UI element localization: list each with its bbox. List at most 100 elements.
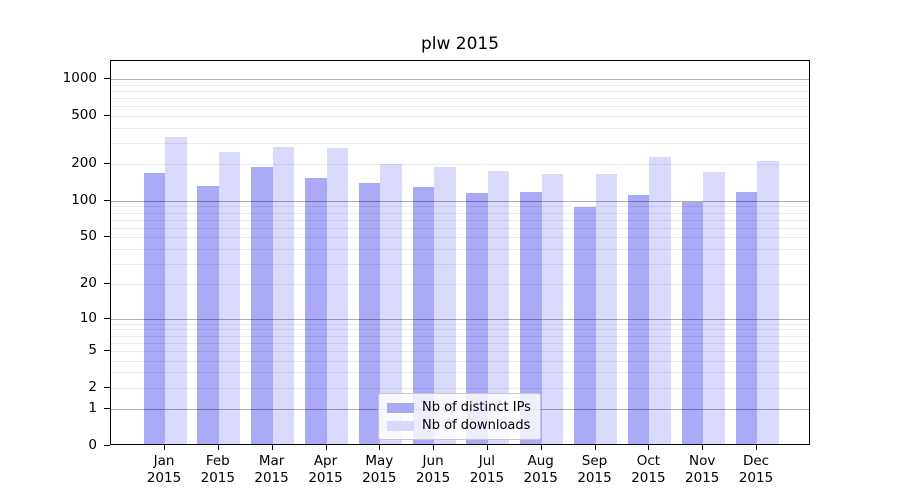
bar-distinct-ips <box>735 191 757 444</box>
gridline-minor <box>111 335 809 337</box>
bar-distinct-ips <box>305 178 327 444</box>
x-axis-tick <box>164 445 165 450</box>
y-axis-tick <box>104 163 110 165</box>
x-axis-tick <box>379 445 381 450</box>
bar-distinct-ips <box>466 192 488 444</box>
y-axis-tick <box>104 283 110 285</box>
y-tick-label: 1 <box>88 400 97 417</box>
bar-downloads <box>434 167 456 444</box>
bar-distinct-ips <box>520 191 542 444</box>
bar-distinct-ips <box>251 167 273 444</box>
bar-downloads <box>380 163 402 444</box>
gridline-minor <box>111 97 809 99</box>
bar-distinct-ips <box>143 172 165 444</box>
y-tick-label: 0 <box>88 437 97 453</box>
x-tick-label: Apr 2015 <box>308 453 343 486</box>
x-axis-tick <box>702 445 704 450</box>
x-tick-label: Feb 2015 <box>200 453 235 486</box>
y-tick-label: 10 <box>79 309 97 326</box>
y-tick-label: 200 <box>71 155 97 172</box>
gridline-minor <box>111 142 809 144</box>
legend-swatch-downloads-icon <box>387 420 414 431</box>
bar-downloads <box>595 174 617 444</box>
gridline-minor <box>111 227 809 229</box>
legend-label-downloads: Nb of downloads <box>422 418 531 433</box>
x-tick-label: Dec 2015 <box>738 453 774 486</box>
gridline-minor <box>111 237 809 239</box>
bar-distinct-ips <box>681 201 704 444</box>
legend-label-distinct-ips: Nb of distinct IPs <box>422 400 531 415</box>
gridline-minor <box>111 263 809 265</box>
bar-downloads <box>487 170 510 444</box>
y-tick-label: 100 <box>71 191 97 208</box>
gridline-major <box>111 79 809 80</box>
y-axis-tick <box>104 114 110 116</box>
gridline-minor <box>111 127 809 129</box>
gridline-minor <box>111 323 809 325</box>
y-axis-tick <box>104 317 110 319</box>
gridline-minor <box>111 372 809 374</box>
y-axis-tick <box>104 386 110 388</box>
x-tick-label: Sep 2015 <box>577 453 612 486</box>
x-axis-tick <box>325 445 327 450</box>
gridline-minor <box>111 248 809 250</box>
gridline-minor <box>111 350 809 352</box>
gridline-major <box>111 318 809 320</box>
gridline-minor <box>111 212 809 214</box>
bar-distinct-ips <box>197 186 219 444</box>
legend-swatch-ips-icon <box>387 402 414 413</box>
bar-downloads <box>757 161 779 444</box>
y-tick-label: 1000 <box>62 70 97 86</box>
bar-distinct-ips <box>574 207 596 444</box>
y-axis-tick <box>104 445 110 446</box>
bar-downloads <box>541 173 564 444</box>
x-tick-label: Jun 2015 <box>415 453 451 486</box>
bar-downloads <box>272 146 295 444</box>
y-axis-tick <box>104 349 110 351</box>
gridline-minor <box>111 90 809 92</box>
gridline-minor <box>111 387 809 389</box>
y-tick-label: 20 <box>79 275 97 292</box>
x-tick-label: Oct 2015 <box>631 453 666 486</box>
y-tick-label: 2 <box>88 378 97 395</box>
x-axis-tick <box>540 445 542 450</box>
gridline-minor <box>111 329 809 331</box>
x-axis-tick <box>756 445 757 450</box>
x-tick-label: Nov 2015 <box>685 453 720 486</box>
legend: Nb of distinct IPs Nb of downloads <box>378 393 541 440</box>
bar-distinct-ips <box>358 183 381 444</box>
x-axis-tick <box>271 445 273 450</box>
bar-distinct-ips <box>412 187 435 444</box>
bar-downloads <box>326 148 348 444</box>
bar-distinct-ips <box>627 195 650 444</box>
gridline-minor <box>111 115 809 117</box>
gridline-minor <box>111 360 809 362</box>
y-tick-label: 50 <box>79 228 97 245</box>
x-tick-label: Jan 2015 <box>146 453 182 486</box>
x-tick-label: Jul 2015 <box>469 453 505 486</box>
y-axis-tick <box>104 78 110 79</box>
x-axis-tick <box>217 445 219 450</box>
plot-area <box>110 60 810 445</box>
gridline-minor <box>111 284 809 286</box>
gridline-minor <box>111 106 809 108</box>
bar-downloads <box>703 172 725 444</box>
gridline-minor <box>111 219 809 221</box>
bar-downloads <box>649 157 671 444</box>
y-tick-label: 5 <box>88 341 97 358</box>
gridline-major <box>111 200 809 202</box>
x-tick-label: Aug 2015 <box>523 453 558 486</box>
x-tick-label: May 2015 <box>362 453 397 486</box>
gridline-minor <box>111 342 809 344</box>
x-tick-label: Mar 2015 <box>254 453 289 486</box>
x-axis-tick <box>648 445 650 450</box>
x-axis-tick <box>433 445 435 450</box>
legend-item-downloads: Nb of downloads <box>387 418 531 433</box>
y-axis-tick <box>104 408 110 410</box>
chart-title: plw 2015 <box>420 34 500 54</box>
gridline-minor <box>111 164 809 166</box>
gridline-minor <box>111 206 809 208</box>
x-axis-tick <box>594 445 596 450</box>
y-axis-tick <box>104 236 110 238</box>
